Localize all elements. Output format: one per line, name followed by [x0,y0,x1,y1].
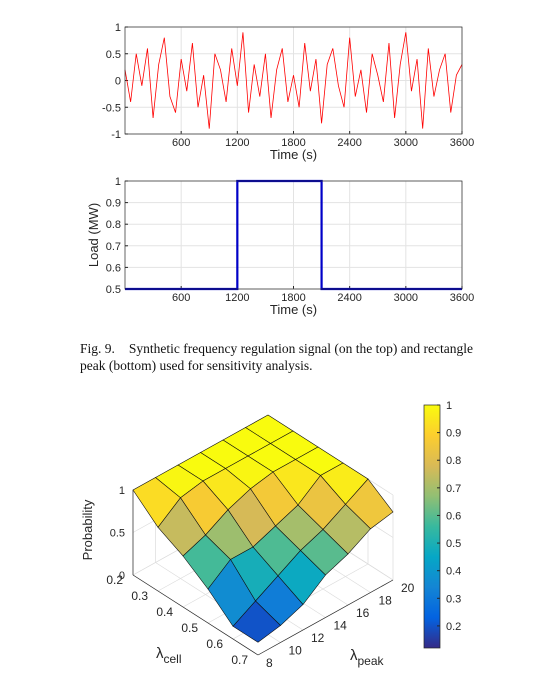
x-tick-label: 1800 [281,292,305,304]
x-axis-label: Time (s) [270,147,317,162]
colorbar-tick-label: 0.6 [446,510,461,522]
y-tick-label: 1 [115,176,121,188]
x-tick-label: 600 [172,137,190,149]
y-axis-label-sub: peak [358,654,385,668]
y-tick-label: -0.5 [102,102,121,114]
x-tick-label: 3000 [394,292,418,304]
axis-line [257,579,394,656]
colorbar-tick-label: 0.8 [446,455,461,467]
colorbar-tick-label: 0.3 [446,593,461,605]
x-axis-label-sub: cell [164,652,182,666]
axis-line [132,574,259,656]
x-tick-label: 600 [172,292,190,304]
caption-label: Fig. 9. [80,341,115,356]
z-tick-label: 1 [119,485,125,497]
y-tick-label: 18 [379,594,393,608]
x-tick-label: 1800 [281,137,305,149]
x-tick-label: 1200 [225,292,249,304]
x-tick-label: 1200 [225,137,249,149]
x-axis-label: λcell [156,645,182,666]
y-tick-label: 16 [356,606,370,620]
axes-box [124,180,463,290]
x-tick-label: 0.7 [231,653,248,667]
data-line [124,32,463,129]
y-tick-label: 0.5 [106,284,121,296]
colorbar-tick-label: 0.5 [446,538,461,550]
surface-patch [232,600,281,643]
colorbar [423,404,441,649]
colorbar-tick-label: 0.9 [446,428,461,440]
colorbar-tick-label: 0.7 [446,483,461,495]
y-tick-label: 20 [401,581,415,595]
y-axis-label-symbol: λ [350,647,358,664]
y-axis-label: λpeak [350,647,385,668]
x-tick-label: 3600 [450,137,474,149]
x-axis-label: Time (s) [270,302,317,317]
y-tick-label: 14 [334,619,348,633]
y-tick-label: -1 [111,129,121,141]
y-tick-label: 0.9 [106,198,121,210]
z-tick-label: 0 [119,570,125,582]
colorbar-tick-label: 1 [446,400,452,412]
colorbar-tick-label: 0.2 [446,621,461,633]
y-tick-label: 0.6 [106,262,121,274]
x-tick-label: 0.5 [181,621,198,635]
axes-box [124,26,463,135]
y-tick-label: 12 [311,631,325,645]
x-tick-label: 0.4 [156,605,173,619]
caption: Fig. 9. Synthetic frequency regulation si… [80,340,485,374]
y-tick-label: 0.5 [106,49,121,61]
x-tick-label: 0.3 [131,589,148,603]
z-tick-label: 0.5 [110,528,125,540]
y-tick-label: 0.7 [106,241,121,253]
x-tick-label: 2400 [337,137,361,149]
x-tick-label: 0.6 [206,637,223,651]
colorbar-tick-label: 0.4 [446,566,461,578]
y-tick-label: 1 [115,22,121,34]
caption-text: Synthetic frequency regulation signal (o… [80,341,474,373]
x-tick-label: 3600 [450,292,474,304]
y-tick-label: 0.8 [106,219,121,231]
z-axis-label: Probability [80,499,95,560]
x-tick-label: 0.2 [106,573,123,587]
y-tick-label: 10 [289,644,303,658]
x-axis-label-symbol: λ [156,645,164,662]
y-tick-label: 0 [115,76,121,88]
x-tick-label: 3000 [394,137,418,149]
y-axis-label: Load (MW) [86,203,101,267]
x-tick-label: 2400 [337,292,361,304]
y-tick-label: 8 [266,656,273,670]
